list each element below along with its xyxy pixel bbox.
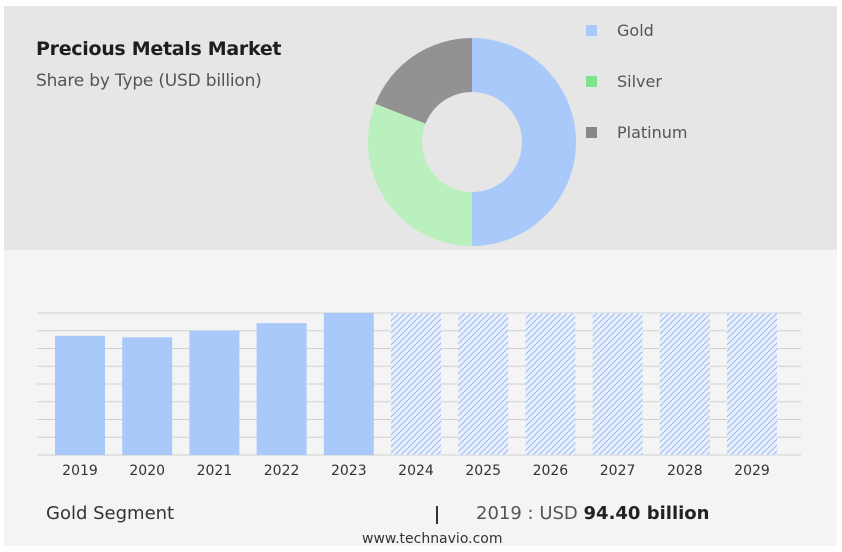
donut-chart [368, 38, 576, 246]
legend-label-silver: Silver [617, 72, 662, 91]
legend-swatch-platinum [586, 127, 597, 138]
legend-label-platinum: Platinum [617, 123, 688, 142]
share-panel: Precious Metals Market Share by Type (US… [4, 6, 837, 250]
forecast-bar-2024 [391, 313, 441, 455]
x-tick-label: 2025 [465, 463, 501, 479]
segment-label: Gold Segment [46, 503, 175, 524]
page-title: Precious Metals Market [36, 38, 282, 60]
donut-slice-silver [368, 103, 472, 246]
forecast-bar-2025 [458, 313, 509, 455]
infographic-frame: Precious Metals Market Share by Type (US… [4, 6, 837, 547]
legend-swatch-silver [586, 76, 597, 87]
forecast-bar-2029 [727, 313, 777, 455]
forecast-bar-2027 [592, 313, 643, 455]
x-tick-label: 2021 [197, 463, 233, 479]
x-tick-label: 2022 [264, 463, 300, 479]
donut-slice-platinum [375, 38, 472, 124]
forecast-bar-2026 [525, 313, 576, 455]
bar-chart: 2019 2020 2021 2022 2023 2024 2025 2026 2027 2028… [37, 312, 801, 479]
x-tick-label: 2026 [533, 463, 569, 479]
stat-value: 94.40 billion [583, 503, 710, 524]
x-tick-label: 2029 [734, 463, 770, 479]
x-tick-label: 2020 [129, 463, 165, 479]
x-tick-label: 2024 [398, 463, 434, 479]
x-tick-label: 2027 [600, 463, 636, 479]
x-tick-label: 2019 [62, 463, 98, 479]
stat-divider [436, 506, 438, 524]
legend-swatch-gold [586, 25, 597, 36]
donut-slice-gold [472, 38, 576, 246]
forecast-bar-2028 [659, 313, 710, 455]
page-subtitle: Share by Type (USD billion) [36, 71, 262, 91]
stat-prefix: 2019 : USD [476, 503, 578, 524]
bar-2021 [189, 330, 240, 455]
bar-2022 [256, 323, 307, 455]
bar-2019 [55, 335, 105, 455]
x-tick-label: 2023 [331, 463, 367, 479]
bar-2020 [122, 337, 173, 455]
segment-stat: 2019 : USD 94.40 billion [476, 503, 709, 524]
x-tick-label: 2028 [667, 463, 703, 479]
bar-2023 [323, 313, 374, 455]
source-url: www.technavio.com [362, 531, 503, 547]
legend-label-gold: Gold [617, 21, 654, 40]
